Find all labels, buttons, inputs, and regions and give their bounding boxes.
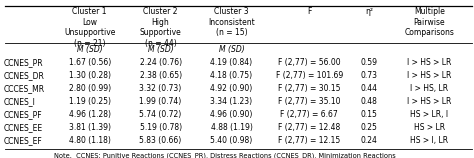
Text: F (2,77) = 6.67: F (2,77) = 6.67	[281, 110, 338, 119]
Text: F (2,77) = 12.48: F (2,77) = 12.48	[278, 123, 340, 132]
Text: 3.32 (0.73): 3.32 (0.73)	[139, 84, 182, 93]
Text: F: F	[307, 7, 311, 16]
Text: F (2,77) = 35.10: F (2,77) = 35.10	[278, 97, 340, 106]
Text: I > HS > LR: I > HS > LR	[407, 71, 452, 80]
Text: Note.  CCNES: Punitive Reactions (CCNES_PR), Distress Reactions (CCNES_DR), Mini: Note. CCNES: Punitive Reactions (CCNES_P…	[54, 153, 410, 158]
Text: 4.92 (0.90): 4.92 (0.90)	[210, 84, 253, 93]
Text: Multiple
Pairwise
Comparisons: Multiple Pairwise Comparisons	[404, 7, 454, 37]
Text: CCCES_MR: CCCES_MR	[4, 84, 45, 93]
Text: F (2,77) = 30.15: F (2,77) = 30.15	[278, 84, 340, 93]
Text: 5.19 (0.78): 5.19 (0.78)	[139, 123, 182, 132]
Text: F (2,77) = 12.15: F (2,77) = 12.15	[278, 136, 340, 145]
Text: CCNES_PR: CCNES_PR	[4, 58, 44, 67]
Text: 4.18 (0.75): 4.18 (0.75)	[210, 71, 253, 80]
Text: 0.24: 0.24	[361, 136, 378, 145]
Text: 4.88 (1.19): 4.88 (1.19)	[210, 123, 253, 132]
Text: Cluster 2
High
Supportive
(n = 44): Cluster 2 High Supportive (n = 44)	[140, 7, 182, 48]
Text: HS > LR: HS > LR	[414, 123, 445, 132]
Text: 0.48: 0.48	[361, 97, 378, 106]
Text: 0.44: 0.44	[361, 84, 378, 93]
Text: 5.83 (0.66): 5.83 (0.66)	[139, 136, 182, 145]
Text: F (2,77) = 101.69: F (2,77) = 101.69	[276, 71, 343, 80]
Text: F (2,77) = 56.00: F (2,77) = 56.00	[278, 58, 341, 67]
Text: 4.19 (0.84): 4.19 (0.84)	[210, 58, 253, 67]
Text: 0.25: 0.25	[361, 123, 378, 132]
Text: 0.59: 0.59	[361, 58, 378, 67]
Text: I > HS, LR: I > HS, LR	[410, 84, 448, 93]
Text: 5.40 (0.98): 5.40 (0.98)	[210, 136, 253, 145]
Text: CCNES_I: CCNES_I	[4, 97, 36, 106]
Text: M (SD): M (SD)	[219, 45, 245, 54]
Text: 1.67 (0.56): 1.67 (0.56)	[69, 58, 111, 67]
Text: 1.99 (0.74): 1.99 (0.74)	[139, 97, 182, 106]
Text: 3.81 (1.39): 3.81 (1.39)	[69, 123, 110, 132]
Text: 1.19 (0.25): 1.19 (0.25)	[69, 97, 110, 106]
Text: Cluster 1
Low
Unsupportive
(n = 21): Cluster 1 Low Unsupportive (n = 21)	[64, 7, 115, 48]
Text: CCNES_EF: CCNES_EF	[4, 136, 43, 145]
Text: η²: η²	[365, 7, 374, 16]
Text: M (SD): M (SD)	[77, 45, 102, 54]
Text: M (SD): M (SD)	[148, 45, 173, 54]
Text: I > HS > LR: I > HS > LR	[407, 58, 452, 67]
Text: CCNES_PF: CCNES_PF	[4, 110, 42, 119]
Text: 4.96 (1.28): 4.96 (1.28)	[69, 110, 110, 119]
Text: 4.80 (1.18): 4.80 (1.18)	[69, 136, 110, 145]
Text: I > HS > LR: I > HS > LR	[407, 97, 452, 106]
Text: CCNES_EE: CCNES_EE	[4, 123, 43, 132]
Text: CCNES_DR: CCNES_DR	[4, 71, 45, 80]
Text: Cluster 3
Inconsistent
(n = 15): Cluster 3 Inconsistent (n = 15)	[208, 7, 255, 37]
Text: 0.73: 0.73	[361, 71, 378, 80]
Text: 3.34 (1.23): 3.34 (1.23)	[210, 97, 253, 106]
Text: HS > I, LR: HS > I, LR	[410, 136, 448, 145]
Text: 1.30 (0.28): 1.30 (0.28)	[69, 71, 110, 80]
Text: 5.74 (0.72): 5.74 (0.72)	[139, 110, 182, 119]
Text: HS > LR, I: HS > LR, I	[410, 110, 448, 119]
Text: 0.15: 0.15	[361, 110, 378, 119]
Text: 2.80 (0.99): 2.80 (0.99)	[69, 84, 111, 93]
Text: 2.24 (0.76): 2.24 (0.76)	[139, 58, 182, 67]
Text: 2.38 (0.65): 2.38 (0.65)	[139, 71, 182, 80]
Text: 4.96 (0.90): 4.96 (0.90)	[210, 110, 253, 119]
